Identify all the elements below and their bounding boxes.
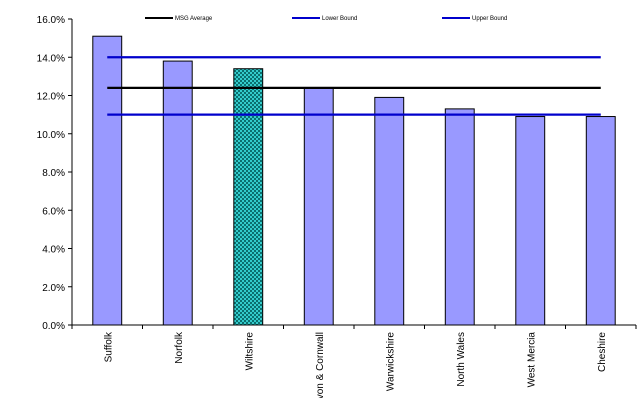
- y-tick-label: 14.0%: [37, 53, 65, 64]
- x-category-label: North Wales: [456, 332, 467, 387]
- y-tick-label: 2.0%: [42, 283, 65, 294]
- bar-west-mercia: [515, 116, 546, 326]
- x-category-label: Warwickshire: [385, 332, 396, 392]
- y-tick-label: 0.0%: [42, 321, 65, 332]
- x-category-label: Norfolk: [174, 331, 185, 364]
- legend-label: Lower Bound: [322, 16, 357, 22]
- y-tick-label: 10.0%: [37, 130, 65, 141]
- bar-suffolk: [92, 35, 123, 326]
- y-tick-label: 16.0%: [37, 15, 65, 26]
- x-category-label: Suffolk: [103, 331, 114, 362]
- legend-label: Upper Bound: [472, 16, 507, 22]
- x-category-label: Devon & Cornwall: [315, 332, 326, 398]
- bar-devon-cornwall: [303, 87, 334, 326]
- bar-north-wales: [444, 108, 475, 326]
- x-category-label: West Mercia: [526, 332, 537, 388]
- x-category-label: Wiltshire: [244, 332, 255, 371]
- y-tick-label: 12.0%: [37, 92, 65, 103]
- bar-norfolk: [162, 60, 193, 326]
- y-tick-label: 6.0%: [42, 206, 65, 217]
- legend-label: MSG Average: [175, 16, 213, 22]
- bar-warwickshire: [374, 96, 405, 326]
- y-tick-label: 8.0%: [42, 168, 65, 179]
- bar-cheshire: [585, 116, 616, 326]
- x-category-label: Cheshire: [597, 332, 608, 372]
- bar-wiltshire: [233, 68, 264, 326]
- y-tick-label: 4.0%: [42, 245, 65, 256]
